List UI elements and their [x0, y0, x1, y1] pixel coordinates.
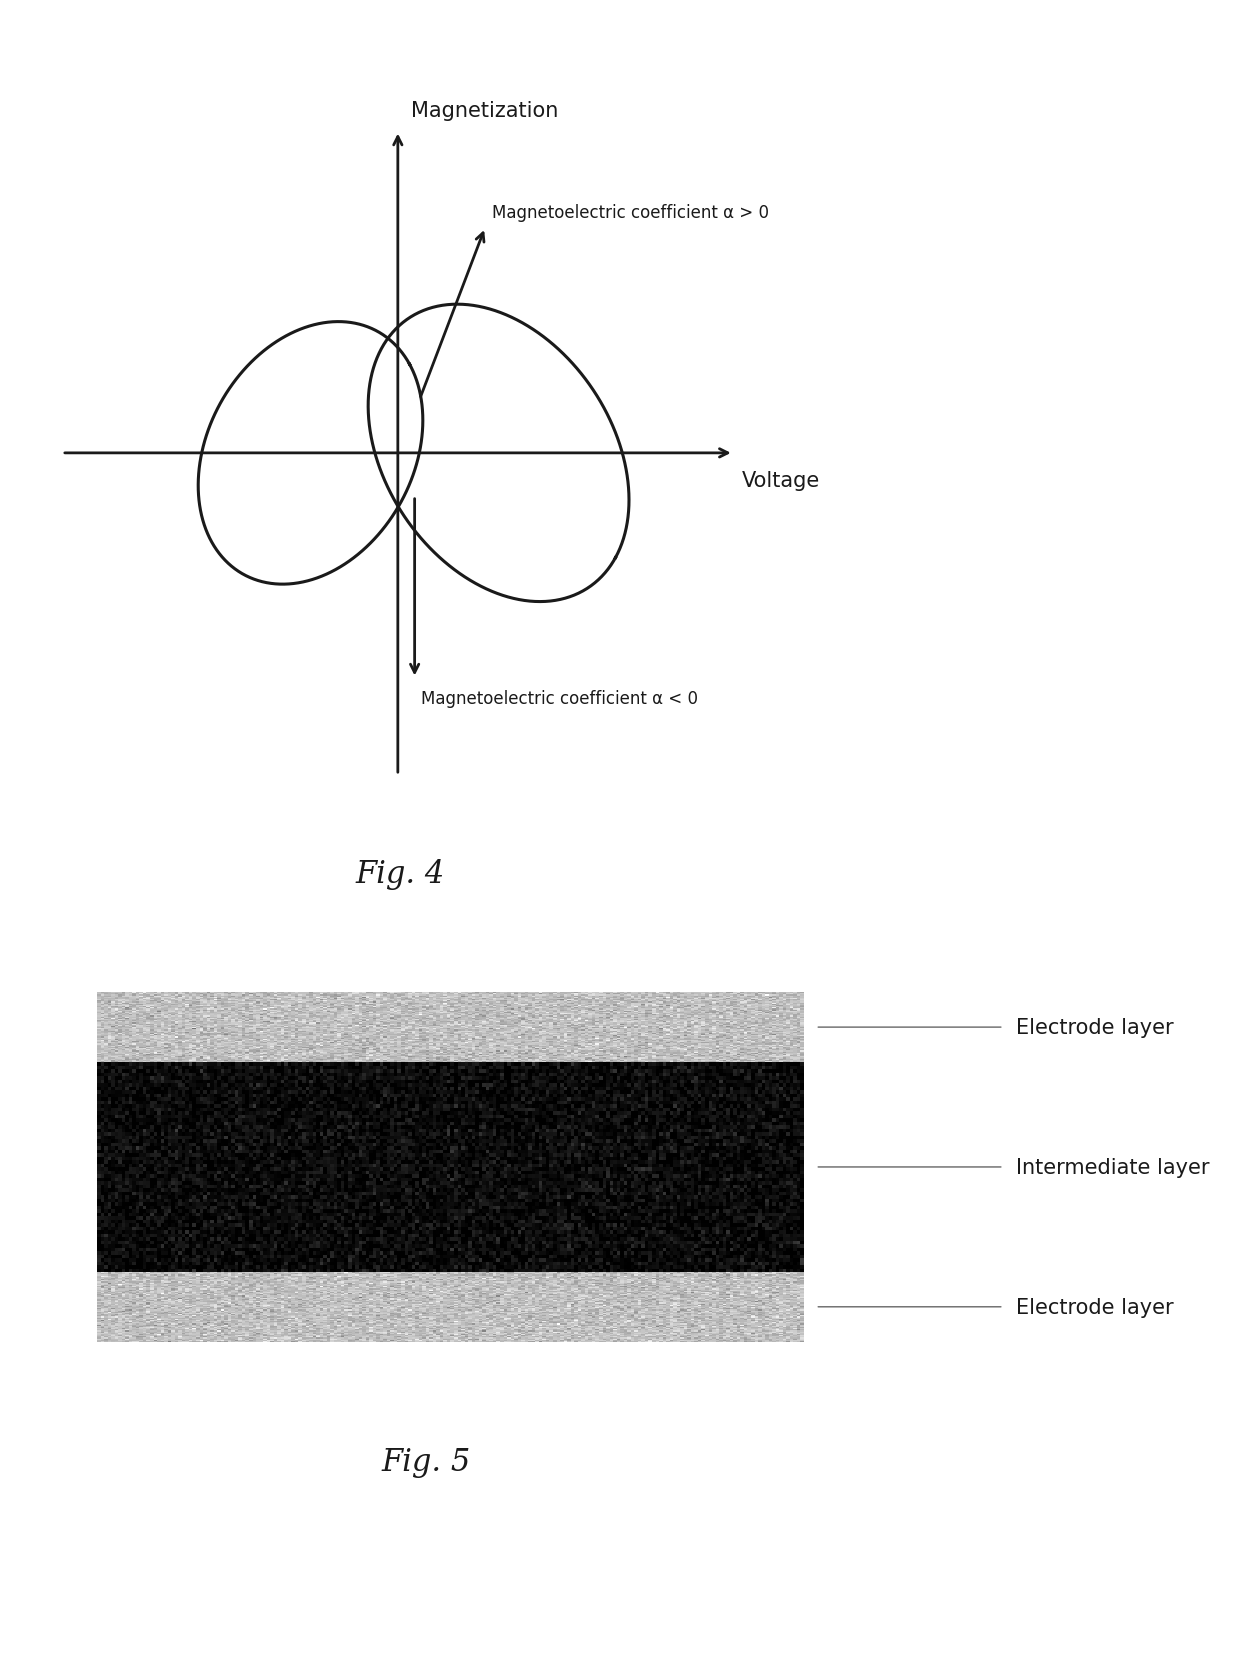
Text: Voltage: Voltage	[742, 470, 821, 491]
Text: Magnetoelectric coefficient α > 0: Magnetoelectric coefficient α > 0	[492, 203, 769, 222]
Text: Electrode layer: Electrode layer	[1016, 1297, 1173, 1317]
Text: Fig. 4: Fig. 4	[356, 858, 445, 889]
Text: Intermediate layer: Intermediate layer	[1016, 1158, 1209, 1178]
Text: Fig. 5: Fig. 5	[382, 1446, 471, 1477]
Text: Electrode layer: Electrode layer	[1016, 1018, 1173, 1038]
Text: Magnetization: Magnetization	[412, 101, 559, 121]
Text: Magnetoelectric coefficient α < 0: Magnetoelectric coefficient α < 0	[422, 690, 698, 707]
